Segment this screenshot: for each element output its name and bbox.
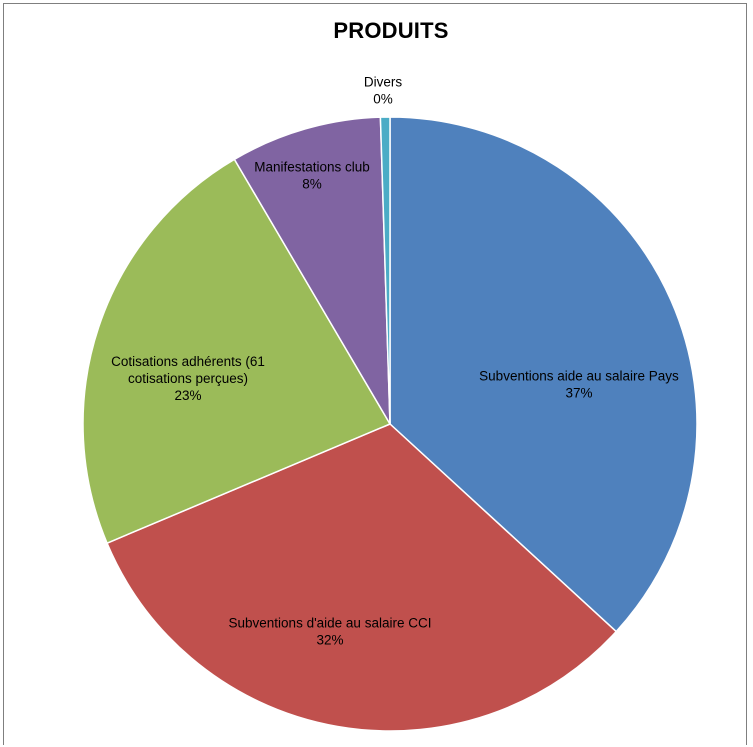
slice-label-line: 8% xyxy=(302,177,322,192)
pie-slice-5 xyxy=(379,116,391,425)
slice-label-4: Manifestations club 8% xyxy=(254,160,370,192)
chart-title: PRODUITS xyxy=(333,18,449,43)
pie-slice-2 xyxy=(106,423,617,732)
slice-label-3: Cotisations adhérents (61 cotisations per… xyxy=(111,354,265,403)
slice-label-line: Cotisations adhérents (61 xyxy=(111,354,265,369)
pie-slice-3 xyxy=(82,158,391,544)
slice-label-line: Divers xyxy=(364,75,403,90)
slice-label-2: Subventions d'aide au salaire CCI 32% xyxy=(229,616,432,648)
slice-label-line: Subventions aide au salaire Pays xyxy=(479,369,679,384)
slice-label-line: Subventions d'aide au salaire CCI xyxy=(229,616,432,631)
slice-label-line: cotisations perçues) xyxy=(128,371,248,386)
slice-label-line: 0% xyxy=(373,92,393,107)
pie-slices xyxy=(82,116,698,732)
slice-label-line: 23% xyxy=(174,388,201,403)
slice-label-1: Subventions aide au salaire Pays 37% xyxy=(479,369,679,401)
slice-label-line: 32% xyxy=(316,633,343,648)
slice-labels: Subventions aide au salaire Pays 37%Subve… xyxy=(111,75,679,648)
pie-slice-4 xyxy=(233,116,391,425)
slice-label-5: Divers 0% xyxy=(364,75,403,107)
slice-label-line: 37% xyxy=(565,386,592,401)
slice-label-line: Manifestations club xyxy=(254,160,370,175)
pie-slice-1 xyxy=(389,116,698,633)
